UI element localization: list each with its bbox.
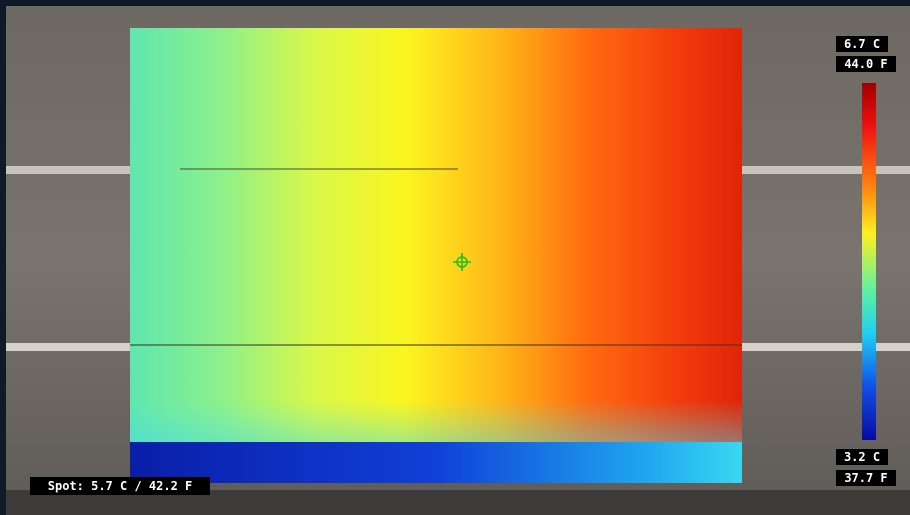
scale-min-f: 37.7 F [844, 471, 887, 485]
scale-max-c: 6.7 C [844, 37, 880, 51]
cold-edge [130, 400, 742, 442]
spot-reading: Spot: 5.7 C / 42.2 F [48, 479, 193, 493]
scale-max-f: 44.0 F [844, 57, 887, 71]
thermal-view: 6.7 C 44.0 F 3.2 C 37.7 F Spot: 5.7 C / … [0, 0, 910, 515]
scale-min-c: 3.2 C [844, 450, 880, 464]
cold-strip [130, 442, 742, 483]
color-scale-bar [862, 83, 876, 440]
